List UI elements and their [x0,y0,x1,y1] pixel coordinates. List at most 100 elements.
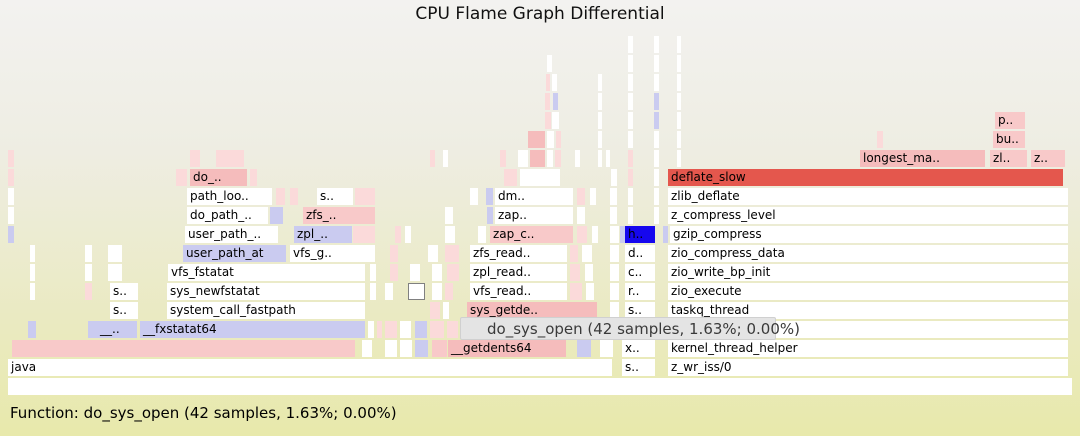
flame-cell[interactable] [445,226,455,243]
frame-vfs-read[interactable]: vfs_read.. [470,283,567,300]
flame-cell[interactable] [654,93,659,110]
flame-cell[interactable] [528,131,545,148]
flame-cell[interactable] [582,245,592,262]
frame-zfs[interactable]: zfs_.. [303,207,375,224]
flame-cell[interactable] [447,264,459,281]
flame-cell[interactable] [598,74,602,91]
flame-cell[interactable] [447,321,458,338]
flame-cell[interactable] [598,131,602,148]
flame-cell[interactable] [590,188,596,205]
frame-s[interactable]: s.. [317,188,353,205]
flame-cell[interactable] [353,226,375,243]
flame-cell[interactable] [677,74,681,91]
flame-cell[interactable] [663,226,668,243]
flame-cell[interactable] [415,340,428,357]
frame-x[interactable]: x.. [622,340,655,357]
flame-cell[interactable] [216,150,244,167]
flame-cell[interactable] [610,264,619,281]
flame-cell[interactable] [520,169,560,186]
flame-cell[interactable] [432,340,447,357]
flame-cell[interactable] [504,169,517,186]
flame-cell[interactable] [600,340,613,357]
flame-cell[interactable] [470,188,478,205]
flame-cell[interactable] [628,74,633,91]
flame-cell[interactable] [598,93,602,110]
flame-cell[interactable] [430,302,440,319]
frame-deflate-slow[interactable]: deflate_slow [668,169,1063,186]
flame-cell[interactable] [628,93,633,110]
frame-zfs-read[interactable]: zfs_read.. [470,245,567,262]
frame-kernel-thread-helper[interactable]: kernel_thread_helper [668,340,1068,357]
frame-do-path[interactable]: do_path_.. [187,207,268,224]
flame-cell[interactable] [628,112,633,129]
flame-cell[interactable] [85,283,92,300]
flame-cell[interactable] [677,131,681,148]
flame-cell[interactable] [487,207,493,224]
flame-cell[interactable] [570,264,580,281]
flame-cell[interactable] [556,131,561,148]
flame-cell[interactable] [610,188,617,205]
frame-r[interactable]: r.. [625,283,655,300]
flame-cell[interactable] [443,150,448,167]
frame-zio-compress-data[interactable]: zio_compress_data [668,245,1068,262]
flame-cell[interactable] [108,245,122,262]
flame-cell[interactable] [530,150,545,167]
frame-zpl-read[interactable]: zpl_read.. [470,264,567,281]
flame-cell[interactable] [415,321,427,338]
flame-cell[interactable] [555,150,561,167]
frame-z-wr-iss-0[interactable]: z_wr_iss/0 [668,359,1068,376]
frame-java[interactable]: java [8,359,612,376]
flame-cell[interactable] [628,150,633,167]
flame-cell[interactable] [8,207,14,224]
frame-z[interactable]: z.. [1031,150,1065,167]
flame-cell[interactable] [270,207,283,224]
flame-cell[interactable] [547,150,553,167]
flame-cell[interactable] [628,169,633,186]
frame-vfs-g[interactable]: vfs_g.. [290,245,375,262]
flame-cell[interactable] [385,283,393,300]
flame-cell[interactable] [586,283,594,300]
frame-s[interactable]: s.. [110,302,138,319]
frame-s[interactable]: s.. [110,283,138,300]
flame-cell[interactable] [385,340,397,357]
frame-bu[interactable]: bu.. [993,131,1025,148]
flame-cell[interactable] [610,302,619,319]
frame-c[interactable]: c.. [625,264,655,281]
flame-cell[interactable] [445,207,453,224]
flame-cell[interactable] [362,340,372,357]
frame-h[interactable]: h.. [625,226,655,243]
frame-[interactable]: __.. [97,321,137,338]
frame-zio-write-bp-init[interactable]: zio_write_bp_init [668,264,1068,281]
flame-cell[interactable] [405,226,411,243]
frame-p[interactable]: p.. [995,112,1025,129]
flame-cell[interactable] [628,188,633,205]
flame-cell[interactable] [385,321,397,338]
flame-cell[interactable] [570,245,578,262]
flame-cell[interactable] [30,283,35,300]
flame-cell[interactable] [575,150,580,167]
frame-zl[interactable]: zl.. [990,150,1027,167]
flame-cell[interactable] [478,226,486,243]
frame-zap[interactable]: zap.. [495,207,573,224]
flame-cell[interactable] [570,283,582,300]
flame-cell[interactable] [610,226,619,243]
flame-cell[interactable] [552,112,559,129]
flame-cell[interactable] [276,188,285,205]
flame-cell[interactable] [370,264,376,281]
hovered-frame-do-sys-open[interactable] [408,283,425,300]
flame-cell[interactable] [430,150,435,167]
flame-cell[interactable] [577,207,585,224]
flame-cell[interactable] [370,283,376,300]
frame-user-path-at[interactable]: user_path_at [183,245,286,262]
flame-cell[interactable] [8,378,1072,395]
flame-cell[interactable] [190,150,200,167]
flame-cell[interactable] [628,36,633,53]
flame-cell[interactable] [677,93,681,110]
flame-cell[interactable] [592,226,598,243]
frame-zio-execute[interactable]: zio_execute [668,283,1068,300]
flame-cell[interactable] [546,74,550,91]
flame-cell[interactable] [677,112,681,129]
flame-cell[interactable] [547,55,552,72]
flame-cell[interactable] [355,188,375,205]
frame-s[interactable]: s.. [622,359,655,376]
